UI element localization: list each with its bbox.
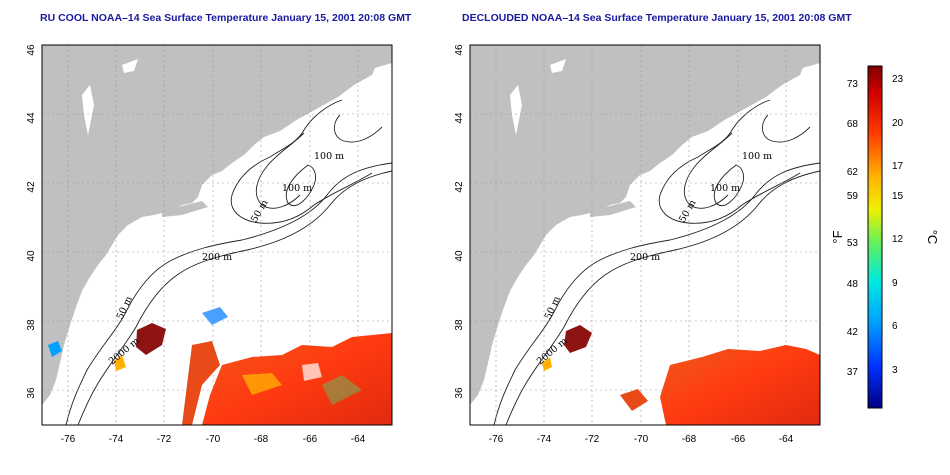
x-tick-label: -64	[351, 434, 366, 445]
x-tick-label: -70	[634, 434, 649, 445]
y-tick-label: 40	[454, 250, 465, 262]
left-sst-field	[48, 307, 392, 425]
x-tick-label: -66	[731, 434, 746, 445]
left-panel-title: RU COOL NOAA–14 Sea Surface Temperature …	[40, 12, 412, 24]
celsius-label: °C	[925, 230, 940, 245]
contour-label: 100 m	[710, 183, 740, 194]
x-tick-label: -72	[585, 434, 600, 445]
y-tick-label: 44	[26, 112, 37, 124]
c-tick-label: 20	[892, 118, 904, 129]
y-tick-label: 40	[26, 250, 37, 262]
right-y-axis: 46 44 42 40 38 36	[454, 44, 465, 399]
colorbar-c-ticks: 23 20 17 15 12 9 6 3	[892, 74, 904, 376]
y-tick-label: 42	[26, 181, 37, 193]
x-tick-label: -64	[779, 434, 794, 445]
x-tick-label: -76	[489, 434, 504, 445]
c-tick-label: 23	[892, 74, 904, 85]
left-map-panel: 100 m 100 m 50 m 200 m 50 m 2000 m	[41, 44, 393, 426]
y-tick-label: 44	[454, 112, 465, 124]
y-tick-label: 38	[454, 319, 465, 331]
f-tick-label: 48	[847, 279, 859, 290]
contour-label: 100 m	[282, 183, 312, 194]
c-tick-label: 6	[892, 321, 898, 332]
contour-label: 200 m	[202, 252, 232, 263]
y-tick-label: 46	[26, 44, 37, 56]
fahrenheit-label: °F	[830, 230, 845, 243]
c-tick-label: 17	[892, 161, 904, 172]
y-tick-label: 42	[454, 181, 465, 193]
right-panel-title: DECLOUDED NOAA–14 Sea Surface Temperatur…	[462, 12, 852, 24]
colorbar-gradient	[867, 65, 883, 409]
c-tick-label: 3	[892, 365, 898, 376]
f-tick-label: 68	[847, 119, 859, 130]
f-tick-label: 73	[847, 79, 859, 90]
x-tick-label: -68	[254, 434, 269, 445]
y-tick-label: 46	[454, 44, 465, 56]
c-tick-label: 9	[892, 278, 898, 289]
x-tick-label: -68	[682, 434, 697, 445]
colorbar-f-ticks: 73 68 62 59 53 48 42 37	[847, 79, 859, 378]
x-tick-label: -70	[206, 434, 221, 445]
x-tick-label: -74	[537, 434, 552, 445]
f-tick-label: 42	[847, 327, 859, 338]
right-map-panel: 100 m 100 m 50 m 200 m 50 m 2000 m	[469, 44, 821, 426]
left-y-axis: 46 44 42 40 38 36	[26, 44, 37, 399]
f-tick-label: 62	[847, 167, 859, 178]
colorbar: 73 68 62 59 53 48 42 37 23 20 17 15 12 9…	[830, 65, 940, 409]
contour-label: 100 m	[314, 151, 344, 162]
x-tick-label: -76	[61, 434, 76, 445]
x-tick-label: -74	[109, 434, 124, 445]
f-tick-label: 53	[847, 238, 859, 249]
left-x-axis: -76 -74 -72 -70 -68 -66 -64	[61, 434, 366, 445]
contour-label: 200 m	[630, 252, 660, 263]
f-tick-label: 37	[847, 367, 859, 378]
right-x-axis: -76 -74 -72 -70 -68 -66 -64	[489, 434, 794, 445]
f-tick-label: 59	[847, 191, 859, 202]
x-tick-label: -66	[303, 434, 318, 445]
y-tick-label: 38	[26, 319, 37, 331]
contour-label: 100 m	[742, 151, 772, 162]
c-tick-label: 12	[892, 234, 904, 245]
y-tick-label: 36	[26, 387, 37, 399]
right-sst-field	[542, 325, 820, 425]
x-tick-label: -72	[157, 434, 172, 445]
c-tick-label: 15	[892, 191, 904, 202]
y-tick-label: 36	[454, 387, 465, 399]
